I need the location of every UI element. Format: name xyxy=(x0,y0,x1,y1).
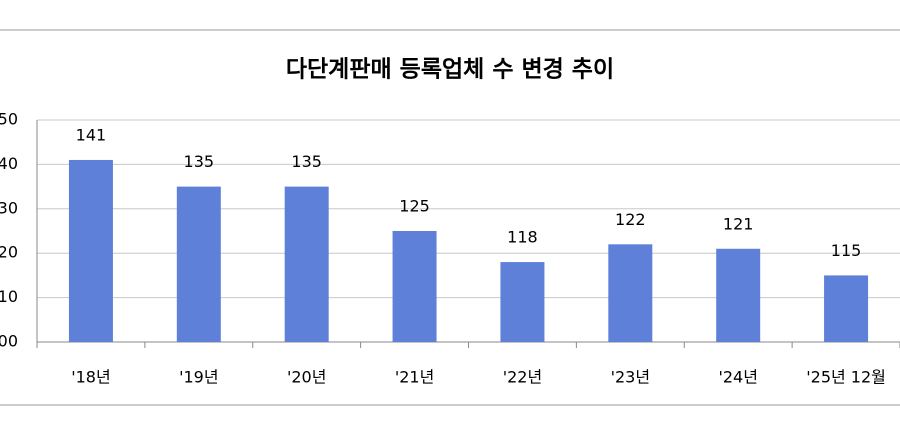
data-label: 122 xyxy=(615,210,646,229)
x-tick-label: '24년 xyxy=(718,368,757,387)
bar xyxy=(500,262,545,342)
y-tick-label: 130 xyxy=(0,198,18,217)
data-label: 115 xyxy=(831,241,862,260)
y-tick-label: 120 xyxy=(0,243,18,262)
data-label: 118 xyxy=(507,228,538,247)
bar xyxy=(176,186,221,342)
bar xyxy=(392,231,437,342)
data-label: 141 xyxy=(76,125,107,144)
y-tick-label: 140 xyxy=(0,154,18,173)
bar xyxy=(716,248,761,342)
chart-title: 다단계판매 등록업체 수 변경 추이 xyxy=(286,57,614,83)
bar xyxy=(608,244,653,342)
x-tick-label: '22년 xyxy=(503,368,542,387)
x-tick-label: '18년 xyxy=(71,368,110,387)
bar xyxy=(68,159,113,342)
y-tick-label: 100 xyxy=(0,332,18,351)
x-tick-label: '23년 xyxy=(611,368,650,387)
data-label: 125 xyxy=(399,197,430,216)
x-tick-label: '20년 xyxy=(287,368,326,387)
x-tick-label: '25년 12월 xyxy=(806,368,886,387)
x-tick-label: '21년 xyxy=(395,368,434,387)
data-label: 135 xyxy=(291,152,322,171)
x-tick-label: '19년 xyxy=(179,368,218,387)
y-tick-label: 110 xyxy=(0,287,18,306)
bar xyxy=(824,275,869,342)
data-label: 121 xyxy=(723,214,754,233)
y-tick-label: 150 xyxy=(0,110,18,129)
bar xyxy=(284,186,329,342)
data-label: 135 xyxy=(184,152,215,171)
